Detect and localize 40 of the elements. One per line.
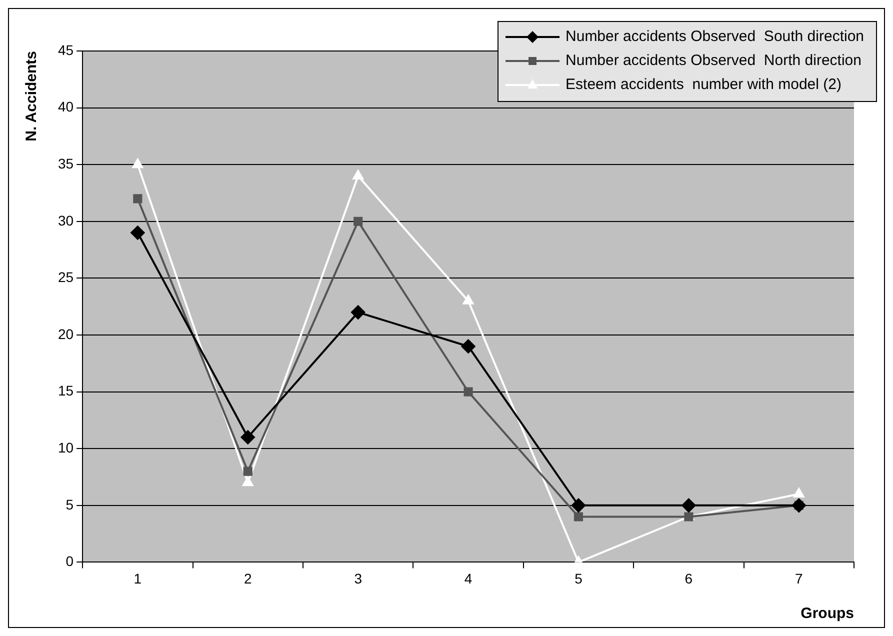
x-tick-label: 2 [244, 570, 252, 586]
point [792, 498, 806, 512]
point [461, 339, 476, 354]
y-tick-label: 35 [58, 155, 74, 172]
point [464, 387, 473, 396]
x-tick-label: 1 [134, 570, 142, 586]
point [571, 498, 586, 512]
point [794, 488, 804, 498]
legend-label: Esteem accidents number with model (2) [566, 76, 842, 94]
point [352, 170, 364, 180]
y-tick-label: 25 [58, 269, 74, 286]
x-tick-label: 3 [354, 570, 362, 586]
y-tick-label: 40 [58, 98, 74, 115]
x-tick-label: 5 [574, 570, 583, 586]
legend-label: Number accidents Observed South direction [566, 28, 864, 46]
y-tick-label: 15 [58, 382, 74, 399]
y-tick-label: 20 [58, 326, 74, 342]
x-tick-label: 4 [464, 570, 472, 586]
y-tick-label: 5 [66, 496, 74, 512]
point [242, 476, 254, 486]
point [682, 498, 696, 512]
y-axis-title: N. Accidents [23, 51, 40, 142]
x-tick-label: 6 [684, 570, 693, 586]
point [354, 216, 363, 226]
x-axis-title: Groups [800, 605, 854, 622]
y-tick-label: 10 [58, 439, 74, 456]
y-tick-label: 45 [58, 42, 74, 58]
point [130, 226, 145, 240]
x-tick-label: 7 [795, 570, 803, 586]
point [240, 430, 255, 444]
legend-label: Number accidents Observed North direction [566, 52, 862, 70]
y-tick-label: 30 [58, 212, 74, 228]
point [574, 512, 584, 522]
point [351, 305, 366, 320]
point [243, 466, 252, 476]
point [462, 294, 474, 304]
point [132, 158, 144, 168]
point [133, 194, 142, 204]
y-tick-label: 0 [66, 553, 74, 570]
point [684, 512, 694, 522]
